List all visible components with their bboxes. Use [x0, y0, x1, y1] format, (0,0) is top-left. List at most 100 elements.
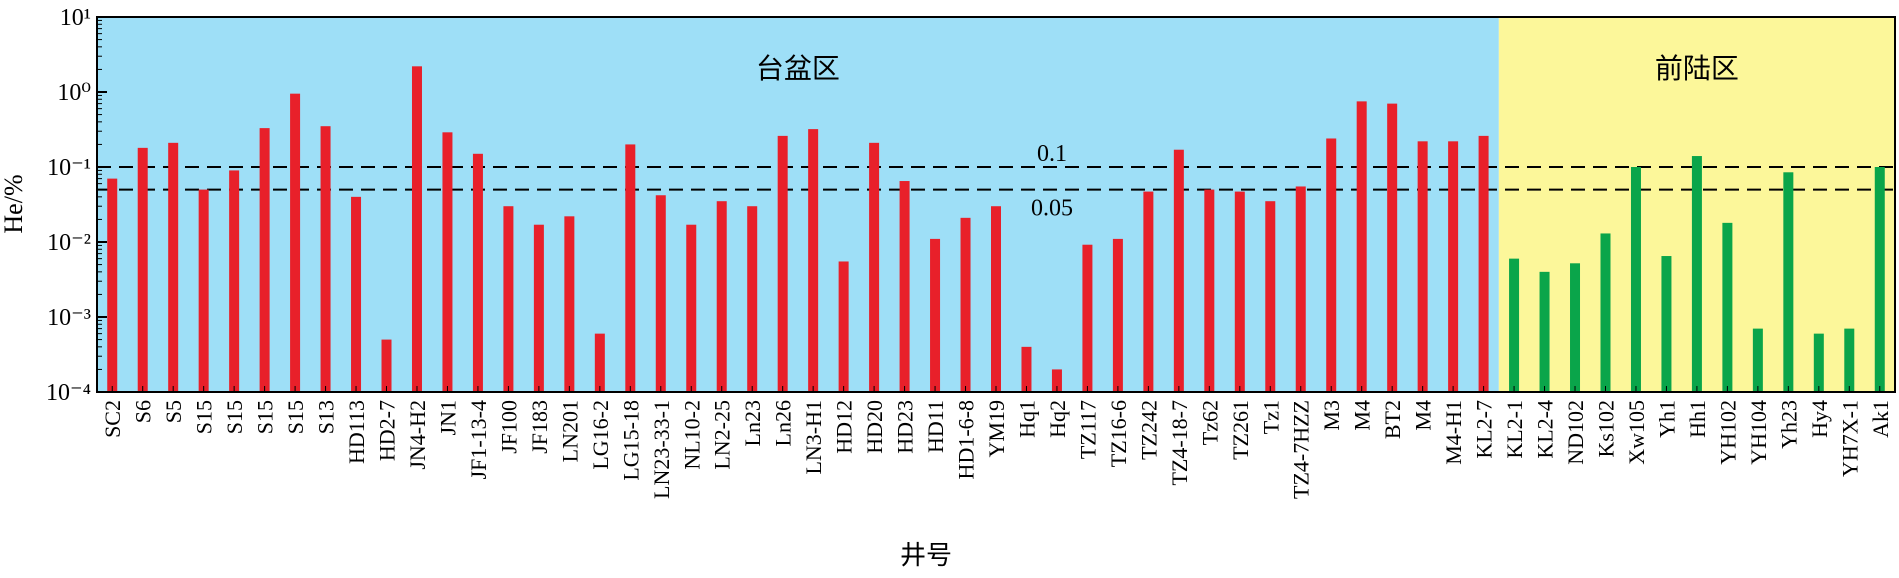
x-tick-label: Hh1 [1685, 400, 1710, 438]
x-tick-label: LN2-25 [710, 400, 735, 470]
x-tick-label: YH104 [1746, 400, 1771, 465]
bar [1326, 138, 1337, 392]
bar [229, 170, 240, 392]
bar [808, 129, 819, 392]
x-tick-label: LN23-33-1 [649, 400, 674, 499]
bar [1570, 263, 1581, 392]
bar [991, 206, 1001, 392]
bar [1661, 256, 1672, 392]
x-tick-label: S6 [131, 400, 156, 423]
bar [1813, 333, 1824, 392]
x-tick-label: ND102 [1563, 400, 1588, 465]
bar [1509, 258, 1520, 392]
x-tick-label: Hq1 [1014, 400, 1039, 438]
x-tick-label: Hy4 [1807, 400, 1832, 438]
x-tick-label: M4 [1350, 400, 1375, 431]
bar [1173, 149, 1184, 392]
x-tick-label: Ak1 [1868, 400, 1893, 438]
bar [838, 261, 849, 392]
bar [1448, 141, 1459, 392]
bar [869, 142, 880, 392]
x-tick-label: LG15-18 [618, 400, 643, 481]
bar [1874, 167, 1885, 392]
x-tick-label: HD20 [862, 400, 887, 454]
region-label: 前陆区 [1655, 53, 1739, 85]
bar [533, 224, 544, 392]
x-tick-label: HD11 [923, 400, 948, 453]
bar [1021, 346, 1032, 392]
region-background [97, 17, 1499, 392]
x-tick-label: LN201 [557, 400, 582, 462]
x-tick-label: KL2-7 [1472, 400, 1497, 459]
bar [351, 196, 362, 392]
bar [1143, 191, 1154, 392]
x-tick-label: HD113 [344, 400, 369, 464]
bar [594, 333, 605, 392]
x-tick-label: M4-H1 [1441, 400, 1466, 465]
x-tick-label: JF1-13-4 [466, 400, 491, 479]
bar [1051, 369, 1062, 392]
bar [1082, 244, 1093, 392]
bar [381, 339, 392, 392]
bar [442, 132, 453, 393]
bar [503, 206, 514, 392]
bar [564, 216, 575, 392]
bar [1630, 167, 1641, 392]
bar [1691, 156, 1702, 392]
x-tick-label: LN3-H1 [801, 400, 826, 475]
y-tick-label: 10⁰ [57, 80, 91, 106]
x-tick-label: JF100 [496, 400, 521, 454]
x-tick-label: Hq2 [1045, 400, 1070, 438]
bar [686, 224, 697, 392]
x-tick-label: HD23 [893, 400, 918, 454]
x-tick-label: S15 [253, 400, 278, 434]
x-tick-label: S15 [192, 400, 217, 434]
bar [198, 189, 209, 392]
x-tick-label: S5 [161, 400, 186, 423]
x-tick-label: YH102 [1715, 400, 1740, 465]
reference-label: 0.1 [1037, 141, 1067, 167]
x-tick-label: TZ4-18-7 [1167, 400, 1192, 486]
bar [1539, 271, 1550, 392]
x-tick-label: S13 [314, 400, 339, 434]
bar [1204, 189, 1215, 392]
x-axis-label: 井号 [900, 541, 952, 570]
x-tick-label: YH7X-1 [1837, 400, 1862, 477]
x-tick-label: Yh23 [1776, 400, 1801, 449]
x-tick-label: YM19 [984, 400, 1009, 457]
bar [1844, 328, 1855, 392]
x-tick-label: JN1 [435, 400, 460, 435]
bar [777, 135, 788, 392]
x-tick-label: LG16-2 [588, 400, 613, 470]
bar [137, 147, 148, 392]
x-tick-label: Xw105 [1624, 400, 1649, 465]
bar [1783, 172, 1794, 392]
x-tick-label: Tz1 [1258, 400, 1283, 434]
bar [290, 93, 301, 393]
bar [1112, 238, 1123, 392]
bar [625, 144, 636, 392]
y-tick-label: 10⁻² [47, 230, 91, 256]
bar [1752, 328, 1763, 392]
x-tick-label: M4 [1411, 400, 1436, 431]
bar [320, 126, 331, 393]
y-axis-label: He/% [0, 174, 28, 233]
reference-label: 0.05 [1031, 196, 1073, 222]
y-tick-label: 10⁻⁴ [46, 380, 91, 406]
bar [899, 181, 910, 392]
bar [168, 142, 179, 392]
bar [411, 66, 422, 392]
x-tick-label: KL2-1 [1502, 400, 1527, 459]
x-tick-label: HD1-6-8 [954, 400, 979, 479]
x-tick-label: Ks102 [1593, 400, 1618, 457]
x-tick-label: S15 [283, 400, 308, 434]
x-tick-label: Tz62 [1197, 400, 1222, 445]
bar [472, 153, 483, 392]
bar [1295, 186, 1306, 392]
x-tick-label: TZ117 [1075, 400, 1100, 459]
x-tick-label: TZ16-6 [1106, 400, 1131, 467]
bar [1722, 222, 1733, 392]
y-tick-label: 10⁻¹ [47, 155, 91, 181]
bar [655, 195, 666, 392]
bar [1387, 103, 1398, 392]
